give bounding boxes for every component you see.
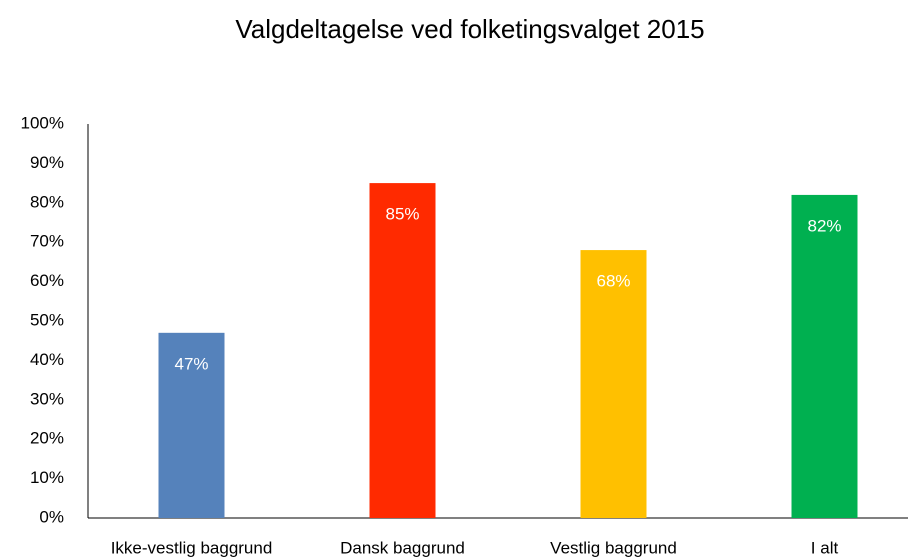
y-tick-label: 70% <box>30 232 64 251</box>
chart-title: Valgdeltagelse ved folketingsvalget 2015 <box>235 14 704 44</box>
y-tick-label: 30% <box>30 389 64 408</box>
y-tick-label: 100% <box>21 113 64 132</box>
x-tick-label: Ikke-vestlig baggrund <box>111 538 273 557</box>
bar <box>369 183 436 518</box>
y-tick-label: 60% <box>30 271 64 290</box>
bar <box>158 332 225 518</box>
bar <box>580 250 647 518</box>
y-tick-label: 20% <box>30 429 64 448</box>
y-tick-label: 90% <box>30 153 64 172</box>
y-tick-label: 50% <box>30 310 64 329</box>
x-tick-label: I alt <box>811 538 839 557</box>
x-tick-label: Vestlig baggrund <box>550 538 677 557</box>
y-tick-label: 0% <box>39 507 64 526</box>
value-label: 85% <box>385 205 419 224</box>
bar <box>791 194 858 519</box>
y-tick-label: 80% <box>30 192 64 211</box>
x-tick-label: Dansk baggrund <box>340 538 465 557</box>
y-tick-label: 10% <box>30 468 64 487</box>
value-label: 82% <box>807 216 841 235</box>
value-label: 47% <box>174 354 208 373</box>
y-tick-label: 40% <box>30 350 64 369</box>
value-label: 68% <box>596 272 630 291</box>
